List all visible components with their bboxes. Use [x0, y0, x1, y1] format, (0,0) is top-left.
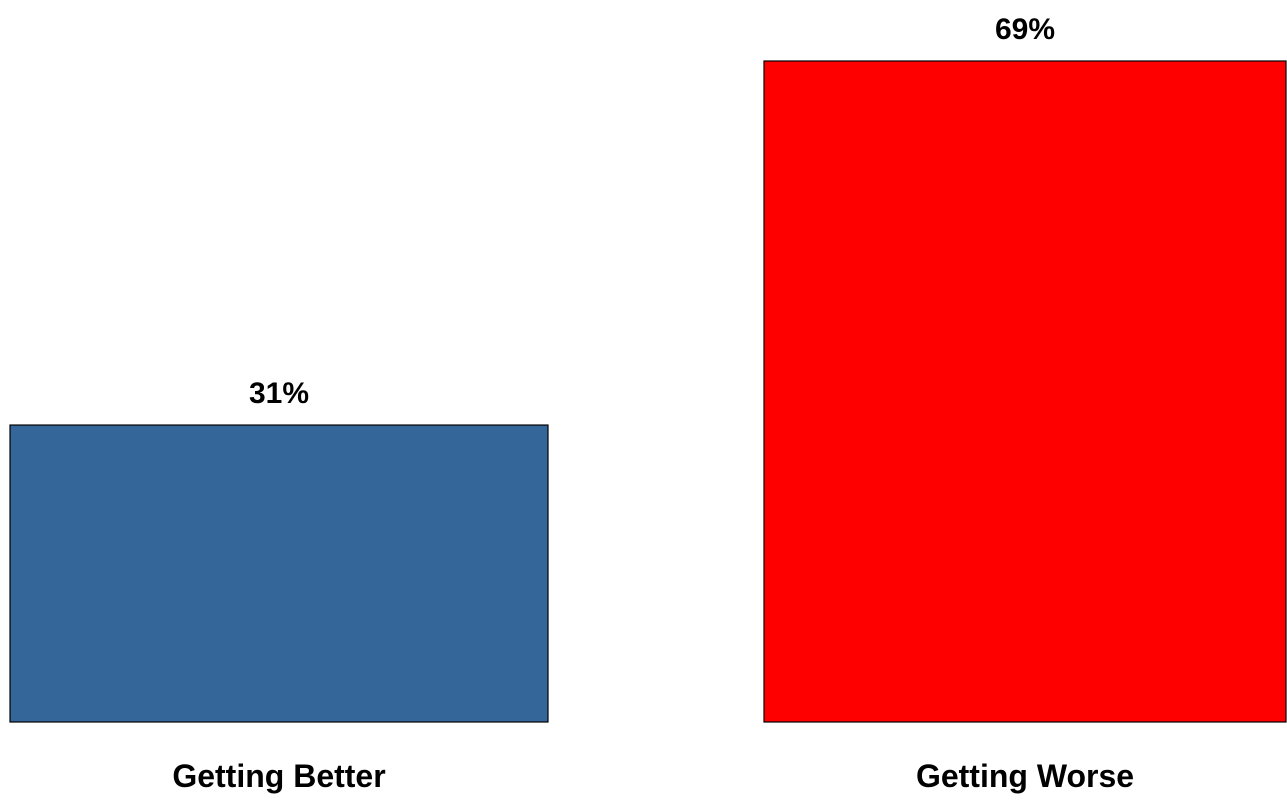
category-label-getting-worse: Getting Worse [916, 758, 1134, 794]
value-label-getting-better: 31% [249, 377, 309, 410]
value-labels-group: 31% 69% [249, 13, 1055, 410]
bar-getting-worse [763, 60, 1287, 723]
value-label-getting-worse: 69% [995, 13, 1055, 46]
category-label-getting-better: Getting Better [172, 758, 385, 794]
bar-getting-better [9, 424, 549, 723]
bars-group [9, 60, 1287, 723]
category-labels-group: Getting Better Getting Worse [172, 758, 1134, 794]
